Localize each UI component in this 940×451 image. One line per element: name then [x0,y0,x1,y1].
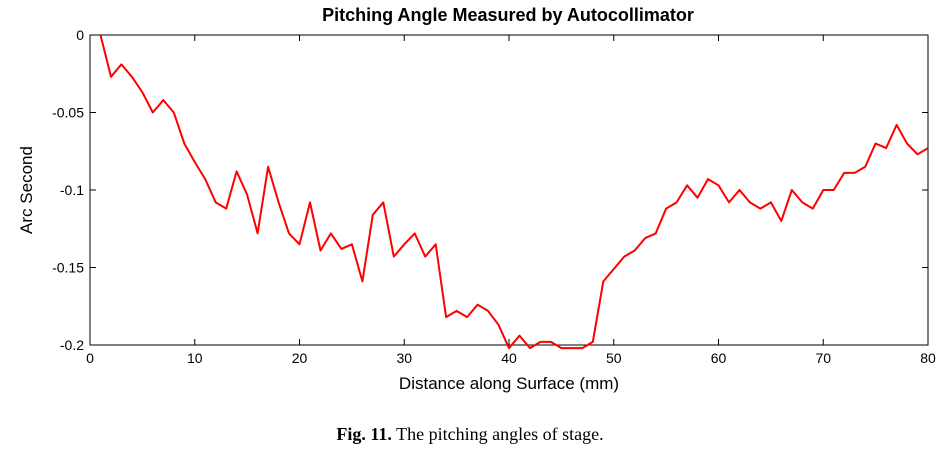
y-axis-label: Arc Second [17,146,36,234]
x-axis-label: Distance along Surface (mm) [399,374,619,393]
caption-text: The pitching angles of stage. [396,424,604,444]
x-tick-label: 70 [815,350,831,366]
y-tick-label: -0.2 [60,337,84,353]
axis-tick-labels: 0 10 20 30 40 50 60 70 80 0 -0.05 -0.1 -0.15 -0.2 [52,27,936,366]
x-tick-label: 80 [920,350,936,366]
chart: Pitching Angle Measured by Autocollimato… [17,5,936,393]
x-tick-label: 0 [86,350,94,366]
plot-frame [89,34,929,346]
caption-label: Fig. 11. [336,424,392,444]
y-tick-label: 0 [76,27,84,43]
x-tick-label: 60 [711,350,727,366]
x-tick-label: 40 [501,350,517,366]
y-tick-label: -0.1 [60,182,84,198]
figure-caption: Fig. 11. The pitching angles of stage. [0,424,940,445]
x-tick-label: 10 [187,350,203,366]
y-tick-label: -0.15 [52,260,84,276]
x-tick-label: 30 [396,350,412,366]
chart-title: Pitching Angle Measured by Autocollimato… [322,5,694,25]
axis-ticks [89,34,929,346]
x-tick-label: 50 [606,350,622,366]
x-tick-label: 20 [292,350,308,366]
series-line [99,34,929,350]
y-tick-label: -0.05 [52,105,84,121]
